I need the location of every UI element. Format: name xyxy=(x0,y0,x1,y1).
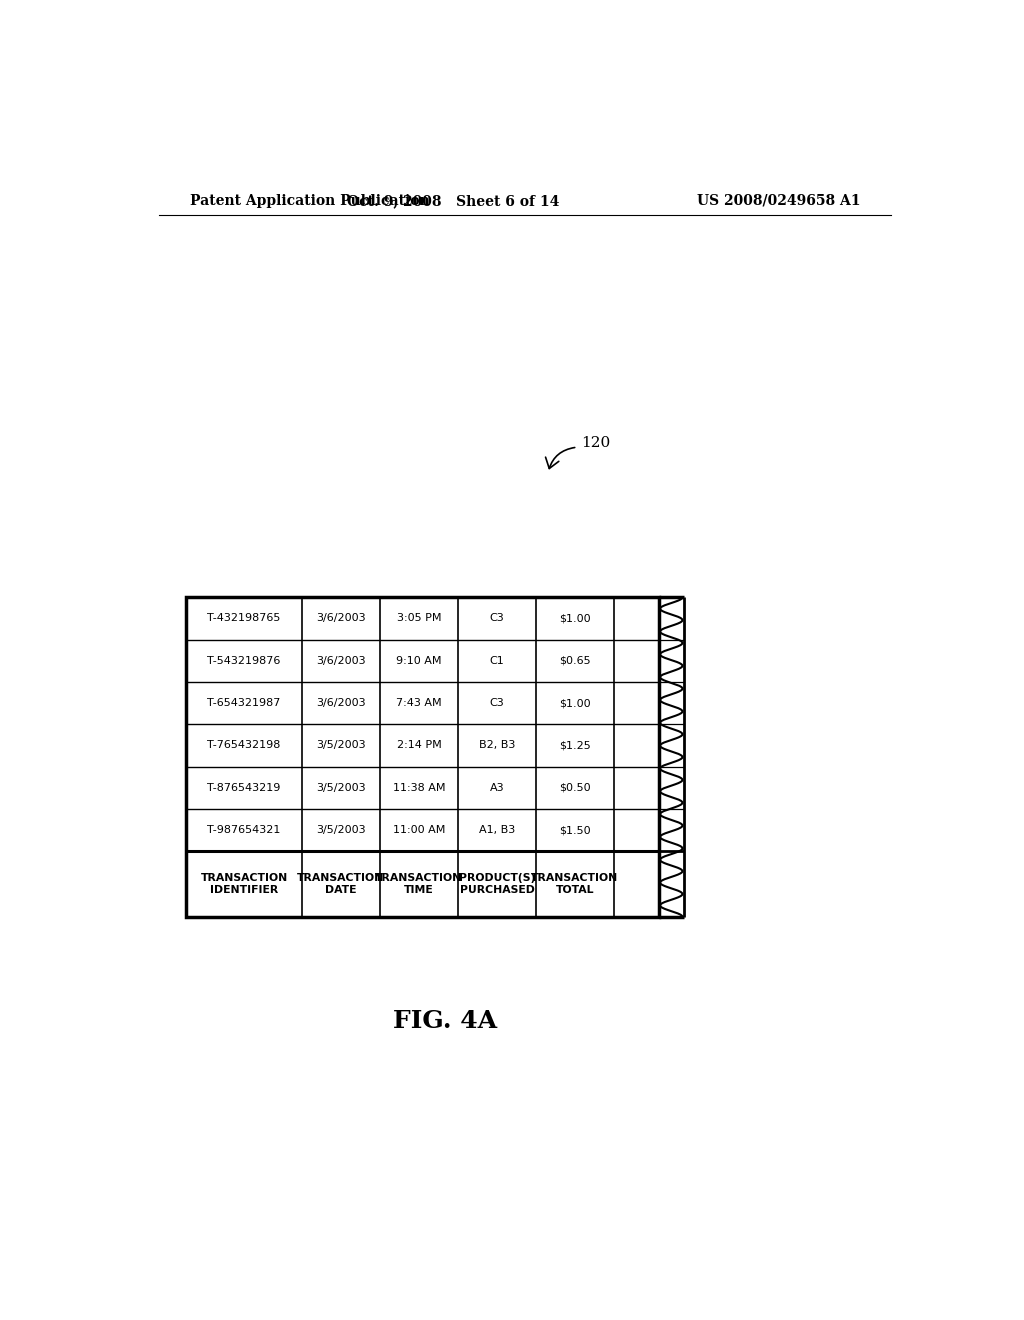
Text: $1.00: $1.00 xyxy=(559,614,591,623)
Text: T-876543219: T-876543219 xyxy=(207,783,281,793)
Bar xyxy=(186,598,658,917)
Text: T-543219876: T-543219876 xyxy=(207,656,281,665)
Text: A3: A3 xyxy=(489,783,504,793)
Text: 3/6/2003: 3/6/2003 xyxy=(316,614,366,623)
Text: Oct. 9, 2008   Sheet 6 of 14: Oct. 9, 2008 Sheet 6 of 14 xyxy=(347,194,560,207)
Text: 3/6/2003: 3/6/2003 xyxy=(316,698,366,708)
Text: $0.65: $0.65 xyxy=(559,656,591,665)
Text: Patent Application Publication: Patent Application Publication xyxy=(190,194,430,207)
Text: US 2008/0249658 A1: US 2008/0249658 A1 xyxy=(697,194,860,207)
Text: TRANSACTION
TOTAL: TRANSACTION TOTAL xyxy=(531,874,618,895)
Text: T-432198765: T-432198765 xyxy=(207,614,281,623)
Text: T-654321987: T-654321987 xyxy=(207,698,281,708)
Text: PRODUCT(S)
PURCHASED: PRODUCT(S) PURCHASED xyxy=(459,874,536,895)
Text: FIG. 4A: FIG. 4A xyxy=(393,1008,498,1032)
Text: $1.50: $1.50 xyxy=(559,825,591,836)
Text: 2:14 PM: 2:14 PM xyxy=(396,741,441,751)
Text: 3/5/2003: 3/5/2003 xyxy=(316,825,366,836)
Text: 3/5/2003: 3/5/2003 xyxy=(316,741,366,751)
Text: 11:00 AM: 11:00 AM xyxy=(393,825,445,836)
Text: A1, B3: A1, B3 xyxy=(479,825,515,836)
Text: $1.00: $1.00 xyxy=(559,698,591,708)
Text: B2, B3: B2, B3 xyxy=(479,741,515,751)
Text: C3: C3 xyxy=(489,614,505,623)
Text: T-765432198: T-765432198 xyxy=(207,741,281,751)
Text: 7:43 AM: 7:43 AM xyxy=(396,698,441,708)
Text: 3:05 PM: 3:05 PM xyxy=(396,614,441,623)
Text: 9:10 AM: 9:10 AM xyxy=(396,656,441,665)
Text: 120: 120 xyxy=(582,437,610,450)
Text: $1.25: $1.25 xyxy=(559,741,591,751)
Text: $0.50: $0.50 xyxy=(559,783,591,793)
Text: 3/5/2003: 3/5/2003 xyxy=(316,783,366,793)
Text: TRANSACTION
IDENTIFIER: TRANSACTION IDENTIFIER xyxy=(201,874,288,895)
Text: TRANSACTION
TIME: TRANSACTION TIME xyxy=(376,874,463,895)
Text: T-987654321: T-987654321 xyxy=(207,825,281,836)
Text: 3/6/2003: 3/6/2003 xyxy=(316,656,366,665)
Text: C1: C1 xyxy=(489,656,505,665)
Text: C3: C3 xyxy=(489,698,505,708)
Text: TRANSACTION
DATE: TRANSACTION DATE xyxy=(297,874,385,895)
Text: 11:38 AM: 11:38 AM xyxy=(393,783,445,793)
FancyArrowPatch shape xyxy=(546,447,574,469)
